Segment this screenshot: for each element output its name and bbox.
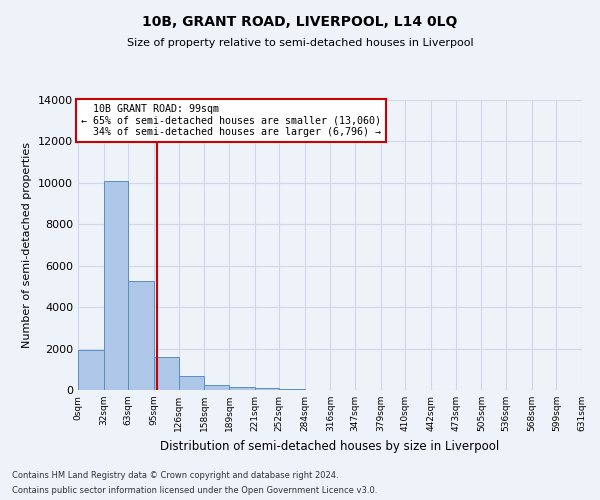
Text: 10B GRANT ROAD: 99sqm
← 65% of semi-detached houses are smaller (13,060)
  34% o: 10B GRANT ROAD: 99sqm ← 65% of semi-deta… xyxy=(81,104,381,138)
Bar xyxy=(179,376,204,390)
Bar xyxy=(154,357,179,390)
X-axis label: Distribution of semi-detached houses by size in Liverpool: Distribution of semi-detached houses by … xyxy=(160,440,500,452)
Y-axis label: Number of semi-detached properties: Number of semi-detached properties xyxy=(22,142,32,348)
Bar xyxy=(78,350,104,390)
Bar xyxy=(279,389,305,390)
Text: 10B, GRANT ROAD, LIVERPOOL, L14 0LQ: 10B, GRANT ROAD, LIVERPOOL, L14 0LQ xyxy=(142,15,458,29)
Bar xyxy=(128,281,154,390)
Text: Contains HM Land Registry data © Crown copyright and database right 2024.: Contains HM Land Registry data © Crown c… xyxy=(12,471,338,480)
Bar xyxy=(104,181,128,390)
Text: Contains public sector information licensed under the Open Government Licence v3: Contains public sector information licen… xyxy=(12,486,377,495)
Bar xyxy=(254,388,279,390)
Text: Size of property relative to semi-detached houses in Liverpool: Size of property relative to semi-detach… xyxy=(127,38,473,48)
Bar xyxy=(229,387,254,390)
Bar xyxy=(204,384,229,390)
